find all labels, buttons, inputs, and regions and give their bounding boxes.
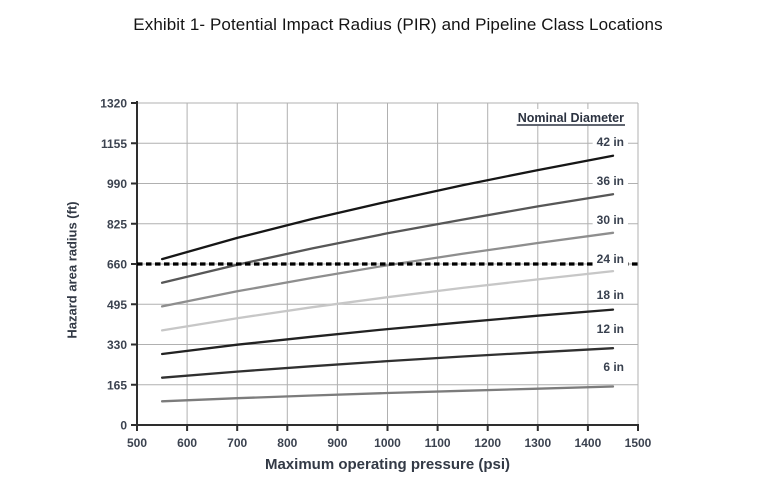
legend-label-18-in: 18 in — [597, 288, 624, 302]
legend-label-42-in-bg — [592, 133, 628, 150]
series-line-42-in — [160, 154, 615, 261]
x-tick-label-1000: 1000 — [374, 436, 401, 450]
legend-label-30-in: 30 in — [597, 213, 624, 227]
series-line-6-in — [160, 385, 615, 403]
y-tick-label-1155: 1155 — [101, 137, 127, 151]
x-tick-label-900: 900 — [327, 436, 347, 450]
x-tick-label-800: 800 — [277, 436, 297, 450]
x-tick-label-1400: 1400 — [575, 436, 602, 450]
y-tick-label-165: 165 — [107, 378, 127, 392]
legend-label-30-in-bg — [592, 211, 628, 228]
legend-label-36-in: 36 in — [597, 174, 624, 188]
legend-title: Nominal Diameter — [518, 111, 624, 125]
legend-label-42-in: 42 in — [597, 135, 624, 149]
legend-label-24-in-bg — [592, 250, 628, 267]
y-tick-label-990: 990 — [107, 177, 127, 191]
legend-label-12-in: 12 in — [597, 322, 624, 336]
legend-label-12-in-bg — [592, 320, 628, 337]
figure-title: Exhibit 1- Potential Impact Radius (PIR)… — [133, 15, 663, 34]
legend-label-6-in-bg — [599, 358, 628, 375]
series-line-30-in — [160, 231, 615, 308]
y-tick-label-495: 495 — [107, 298, 127, 312]
y-axis-title: Hazard area radius (ft) — [64, 201, 80, 339]
x-tick-label-600: 600 — [177, 436, 197, 450]
series-line-24-in — [160, 269, 615, 332]
x-tick-label-1300: 1300 — [524, 436, 551, 450]
x-tick-label-1100: 1100 — [425, 436, 451, 450]
y-tick-label-330: 330 — [107, 338, 127, 352]
series-line-18-in — [160, 308, 615, 356]
y-tick-label-660: 660 — [107, 258, 127, 272]
x-tick-label-1200: 1200 — [474, 436, 501, 450]
series-line-12-in — [160, 347, 615, 379]
legend-label-24-in: 24 in — [597, 252, 624, 266]
y-tick-label-1320: 1320 — [100, 97, 127, 111]
legend-label-6-in: 6 in — [603, 360, 624, 374]
y-tick-label-825: 825 — [107, 217, 127, 231]
legend-title-bg — [513, 109, 628, 126]
x-tick-label-700: 700 — [227, 436, 247, 450]
x-tick-label-500: 500 — [127, 436, 147, 450]
legend-label-36-in-bg — [592, 172, 628, 189]
x-axis-title: Maximum operating pressure (psi) — [264, 456, 511, 473]
x-tick-label-1500: 1500 — [625, 436, 652, 450]
y-tick-label-0: 0 — [120, 419, 127, 433]
legend-label-18-in-bg — [592, 286, 628, 303]
